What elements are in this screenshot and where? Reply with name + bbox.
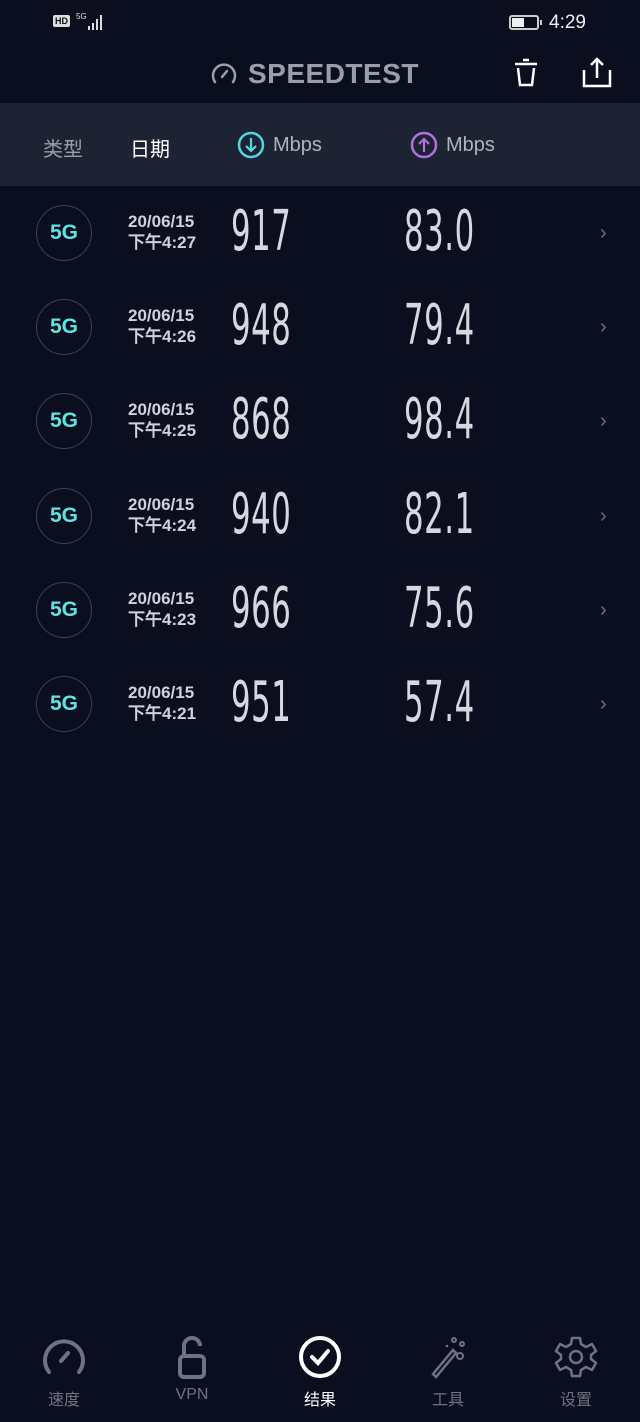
upload-speed: 82.1 [404,481,475,547]
download-speed: 917 [231,199,292,264]
speedometer-icon [211,63,237,84]
result-datetime: 20/06/15 下午4:24 [128,494,196,536]
title-text: SPEEDTEST [248,58,419,89]
clock: 4:29 [549,12,586,33]
upload-speed: 75.6 [404,575,475,641]
sort-download[interactable]: Mbps [237,131,322,159]
result-date: 20/06/15 [128,306,195,326]
result-date: 20/06/15 [128,494,195,514]
magic-wand-icon [431,1337,465,1379]
nav-label: 速度 [47,1392,80,1409]
upload-speed: 98.4 [404,387,475,453]
upload-speed: 79.4 [404,293,475,359]
app-title: SPEEDTEST [210,58,419,90]
result-datetime: 20/06/15 下午4:25 [128,399,196,441]
bottom-nav: 速度 VPN 结果 工具 设置 [0,1330,640,1422]
result-row[interactable]: 5G 20/06/15 下午4:23 966 75.6 › [0,563,640,657]
chevron-right-icon[interactable]: › [600,410,607,433]
nav-label: 设置 [559,1392,592,1409]
signal-icon [88,14,102,30]
network-type-badge: 5G [36,676,92,732]
download-unit: Mbps [273,133,322,156]
result-datetime: 20/06/15 下午4:26 [128,305,196,347]
status-bar: HD 5G 4:29 [0,0,640,46]
top-bar: SPEEDTEST [0,46,640,103]
network-type-badge: 5G [36,205,92,261]
download-speed: 940 [231,481,292,547]
result-row[interactable]: 5G 20/06/15 下午4:26 948 79.4 › [0,280,640,374]
share-icon[interactable] [580,56,614,90]
unlock-icon [178,1336,206,1379]
trash-icon[interactable] [509,56,543,90]
network-type-badge: 5G [36,299,92,356]
download-icon [237,131,265,159]
check-circle-icon [299,1336,341,1378]
network-type-badge: 5G [36,487,92,544]
download-speed: 951 [231,670,292,735]
column-header: 类型 日期 Mbps Mbps [0,103,640,186]
result-date: 20/06/15 [128,400,195,420]
sort-upload[interactable]: Mbps [410,131,495,159]
result-datetime: 20/06/15 下午4:27 [128,211,196,253]
result-row[interactable]: 5G 20/06/15 下午4:21 951 57.4 › [0,657,640,751]
battery-icon [509,15,542,30]
network-type-badge: 5G [36,393,92,450]
upload-unit: Mbps [446,133,495,156]
result-date: 20/06/15 [128,212,195,231]
upload-speed: 57.4 [404,670,475,735]
result-time: 下午4:25 [128,421,197,441]
sort-date[interactable]: 日期 [130,139,170,161]
upload-icon [410,131,438,159]
chevron-right-icon[interactable]: › [600,504,607,527]
nav-tools[interactable]: 工具 [398,1330,498,1410]
upload-speed: 83.0 [404,199,475,264]
nav-speed[interactable]: 速度 [14,1330,114,1410]
nav-results[interactable]: 结果 [270,1330,370,1410]
result-datetime: 20/06/15 下午4:23 [128,588,196,630]
speedometer-icon [43,1339,85,1374]
network-type-badge: 5G [36,581,92,638]
nav-vpn[interactable]: VPN [142,1330,242,1404]
chevron-right-icon[interactable]: › [600,316,607,339]
gear-icon [554,1336,598,1378]
nav-label: 结果 [303,1392,336,1409]
nav-label: 工具 [431,1392,464,1409]
nav-label: VPN [175,1386,209,1403]
result-time: 下午4:23 [128,609,197,629]
result-time: 下午4:21 [128,704,197,723]
result-time: 下午4:24 [128,515,197,535]
sort-type[interactable]: 类型 [43,139,83,161]
download-speed: 966 [231,575,292,641]
result-date: 20/06/15 [128,588,195,608]
hd-indicator: HD [53,15,70,27]
download-speed: 868 [231,387,292,453]
result-row[interactable]: 5G 20/06/15 下午4:24 940 82.1 › [0,469,640,563]
download-speed: 948 [231,293,292,359]
nav-settings[interactable]: 设置 [526,1330,626,1410]
chevron-right-icon[interactable]: › [600,222,607,244]
result-date: 20/06/15 [128,683,195,702]
result-time: 下午4:27 [128,233,197,252]
chevron-right-icon[interactable]: › [600,693,607,715]
result-row[interactable]: 5G 20/06/15 下午4:25 868 98.4 › [0,374,640,468]
result-time: 下午4:26 [128,327,197,347]
result-row[interactable]: 5G 20/06/15 下午4:27 917 83.0 › [0,186,640,280]
chevron-right-icon[interactable]: › [600,598,607,621]
network-type: 5G [76,12,87,21]
result-datetime: 20/06/15 下午4:21 [128,682,196,724]
